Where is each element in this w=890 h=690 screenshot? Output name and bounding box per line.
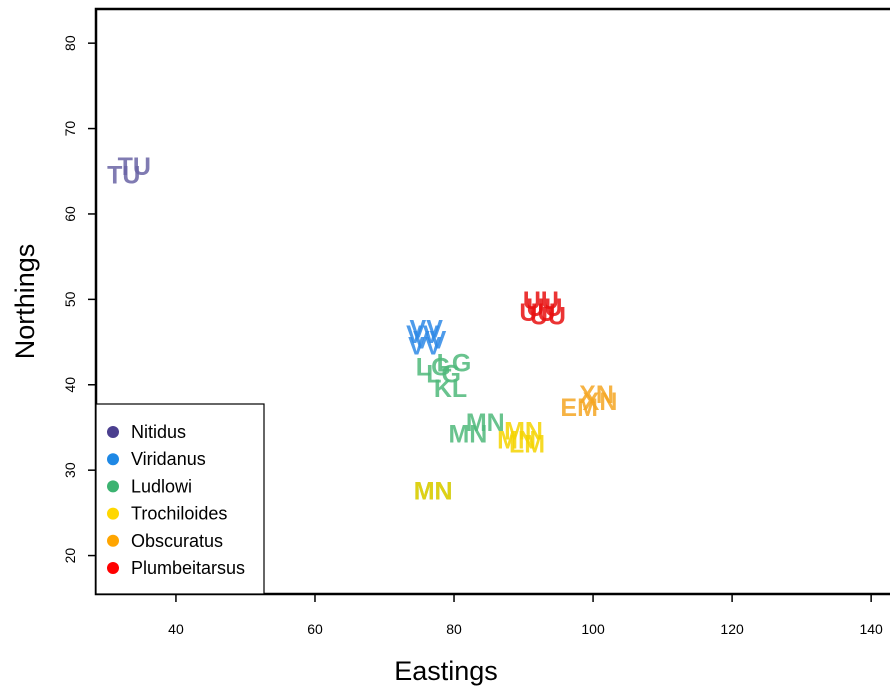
- point-label-ludlowi: LG: [437, 349, 472, 377]
- point-label-obscuratus: EM: [560, 394, 598, 422]
- point-label-ludlowi: MN: [414, 478, 453, 506]
- point-label-plumbeitarsus: UU: [526, 294, 562, 322]
- point-label-trochiloides: LM: [509, 431, 545, 459]
- legend-marker: [107, 562, 119, 574]
- legend-marker: [107, 480, 119, 493]
- point-label-viridanus: VV: [410, 315, 444, 343]
- legend-marker: [107, 453, 119, 466]
- x-tick-label: 140: [859, 621, 883, 637]
- point-label-viridanus: VV: [406, 321, 440, 349]
- legend-entry: Plumbeitarsus: [131, 558, 245, 578]
- y-tick-label: 60: [62, 206, 78, 222]
- point-label-nitidus: TU: [118, 153, 151, 181]
- y-tick-label: 40: [62, 377, 78, 393]
- y-tick-label: 30: [62, 462, 78, 478]
- point-labels: TUTUVVVVVVVVLGLGLGKLMNMNMNMNMNLMMNXNXNEM…: [107, 153, 617, 506]
- legend-box: [95, 403, 265, 595]
- x-tick-label: 80: [446, 621, 462, 637]
- legend: Nitidus Viridanus Ludlowi Trochiloides Obscu…: [95, 403, 265, 595]
- x-axis-title: Eastings: [394, 656, 498, 686]
- point-label-viridanus: VV: [408, 332, 442, 360]
- y-axis-title: Northings: [10, 244, 40, 360]
- point-label-ludlowi: LG: [426, 361, 461, 389]
- point-label-plumbeitarsus: UU: [530, 302, 566, 330]
- point-label-ludlowi: MN: [448, 420, 487, 448]
- point-label-trochiloides: MN: [497, 426, 536, 454]
- y-tick-label: 80: [62, 35, 78, 51]
- legend-marker: [107, 507, 119, 520]
- legend-entry: Obscuratus: [131, 531, 223, 551]
- y-tick-label: 50: [62, 291, 78, 307]
- legend-entry: Ludlowi: [131, 476, 192, 496]
- point-label-ludlowi: LG: [416, 354, 451, 382]
- point-label-obscuratus: XN: [583, 388, 618, 416]
- point-label-plumbeitarsus: UU: [519, 299, 555, 327]
- point-label-trochiloides: MN: [414, 478, 453, 506]
- legend-marker: [107, 426, 119, 438]
- point-label-trochiloides: MN: [504, 418, 543, 446]
- point-label-obscuratus: XN: [579, 381, 614, 409]
- plot-frame: [94, 7, 890, 596]
- x-tick-label: 40: [168, 621, 184, 637]
- y-axis: 20 30 40 50 60 70 80: [62, 35, 96, 563]
- x-tick-label: 120: [720, 621, 744, 637]
- x-axis: 40 60 80 100 120 140: [168, 594, 883, 637]
- point-label-plumbeitarsus: UU: [523, 287, 559, 315]
- x-tick-label: 60: [307, 621, 323, 637]
- legend-entry: Nitidus: [131, 422, 186, 442]
- y-tick-label: 20: [62, 548, 78, 564]
- legend-marker: [107, 534, 119, 547]
- point-label-viridanus: VV: [413, 326, 447, 354]
- point-label-ludlowi: MN: [466, 409, 505, 437]
- legend-entry: Trochiloides: [131, 504, 227, 524]
- legend-entry: Viridanus: [131, 449, 206, 469]
- x-tick-label: 100: [581, 621, 605, 637]
- point-label-nitidus: TU: [107, 162, 140, 190]
- y-tick-label: 70: [62, 121, 78, 137]
- point-label-ludlowi: KL: [434, 375, 467, 403]
